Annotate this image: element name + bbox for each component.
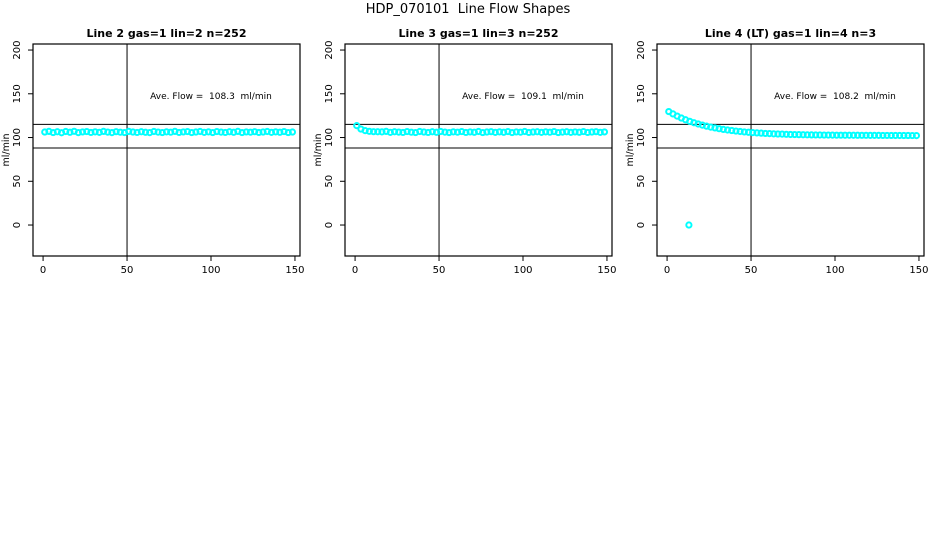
data-point	[845, 131, 853, 139]
ave-flow-annotation: Ave. Flow = 108.2 ml/min	[774, 92, 896, 102]
y-tick-label: 200	[636, 40, 647, 59]
y-tick-label: 50	[12, 175, 23, 188]
x-tick-label: 50	[121, 265, 134, 276]
data-point	[870, 131, 879, 139]
outlier-point	[685, 221, 693, 229]
plot-area: 0 50 100 150 0 50 100 150 200	[324, 40, 617, 276]
ave-flow-annotation: Ave. Flow = 108.3 ml/min	[150, 92, 272, 102]
x-tick-label: 0	[40, 265, 46, 276]
y-axis-label: ml/min	[313, 133, 324, 166]
data-point	[891, 131, 900, 140]
y-axis-label: ml/min	[1, 133, 12, 166]
ave-flow-annotation: Ave. Flow = 109.1 ml/min	[462, 92, 584, 102]
data-point	[858, 131, 866, 139]
data-point	[883, 131, 891, 140]
y-axis-label: ml/min	[625, 133, 636, 166]
data-point	[820, 131, 828, 139]
data-point	[862, 131, 870, 139]
plot-box	[344, 43, 613, 257]
x-tick-label: 150	[597, 265, 616, 276]
data-point	[795, 131, 803, 139]
data-point	[896, 131, 904, 140]
plot-box	[656, 43, 925, 257]
x-tick-label: 50	[745, 265, 758, 276]
data-point	[369, 128, 378, 136]
x-tick-label: 50	[433, 265, 446, 276]
y-tick-label: 100	[636, 128, 647, 147]
x-tick-label: 100	[825, 265, 844, 276]
y-tick-label: 200	[12, 40, 23, 59]
y-tick-label: 0	[636, 222, 647, 228]
data-point	[824, 131, 832, 139]
data-point	[908, 131, 916, 140]
data-point	[786, 130, 795, 139]
panel-title: Line 3 gas=1 lin=3 n=252	[398, 27, 558, 40]
data-point	[837, 131, 845, 139]
data-point	[912, 131, 921, 140]
data-point	[600, 128, 609, 136]
x-tick-label: 100	[201, 265, 220, 276]
data-point	[807, 131, 816, 139]
data-point	[288, 128, 297, 136]
data-point	[854, 131, 862, 139]
data-point	[828, 131, 837, 139]
data-point	[353, 122, 361, 130]
x-tick-label: 150	[909, 265, 928, 276]
data-point	[374, 128, 382, 136]
y-tick-label: 150	[12, 84, 23, 103]
y-tick-label: 200	[324, 40, 335, 59]
y-tick-label: 0	[12, 222, 23, 228]
plot-area: 0 50 100 150 0 50 100 150 200	[12, 40, 305, 276]
y-tick-label: 50	[636, 175, 647, 188]
panel-line3: Line 3 gas=1 lin=3 n=252 ml/min 0 50 100 15…	[313, 27, 617, 276]
data-point	[791, 130, 799, 139]
y-tick-label: 0	[324, 222, 335, 228]
y-tick-label: 150	[636, 84, 647, 103]
panel-line2: Line 2 gas=1 lin=2 n=252 ml/min 0 50 100 15…	[1, 27, 305, 276]
data-point	[875, 131, 883, 139]
y-tick-label: 150	[324, 84, 335, 103]
plot-area: 0 50 100 150 0 50 100 150 200	[636, 40, 929, 276]
plot-box	[32, 43, 301, 257]
data-point	[849, 131, 858, 139]
x-tick-label: 0	[352, 265, 358, 276]
data-point	[879, 131, 887, 140]
data-point	[900, 131, 908, 140]
data-point	[803, 131, 811, 139]
data-point	[774, 130, 782, 138]
x-tick-label: 100	[513, 265, 532, 276]
y-tick-label: 50	[324, 175, 335, 188]
data-point	[904, 131, 912, 140]
panel-title: Line 2 gas=1 lin=2 n=252	[86, 27, 246, 40]
y-tick-label: 100	[12, 128, 23, 147]
panel-line4: Line 4 (LT) gas=1 lin=4 n=3 ml/min 0 50 10…	[625, 27, 929, 276]
x-tick-label: 0	[664, 265, 670, 276]
data-point	[887, 131, 895, 140]
data-point	[833, 131, 841, 139]
x-tick-label: 150	[285, 265, 304, 276]
data-point	[816, 131, 824, 139]
data-point	[841, 131, 849, 139]
data-point	[812, 131, 820, 139]
data-point	[866, 131, 874, 139]
y-tick-label: 100	[324, 128, 335, 147]
panel-title: Line 4 (LT) gas=1 lin=4 n=3	[705, 27, 876, 40]
figure-title: HDP_070101 Line Flow Shapes	[365, 2, 571, 17]
data-point	[799, 131, 807, 139]
